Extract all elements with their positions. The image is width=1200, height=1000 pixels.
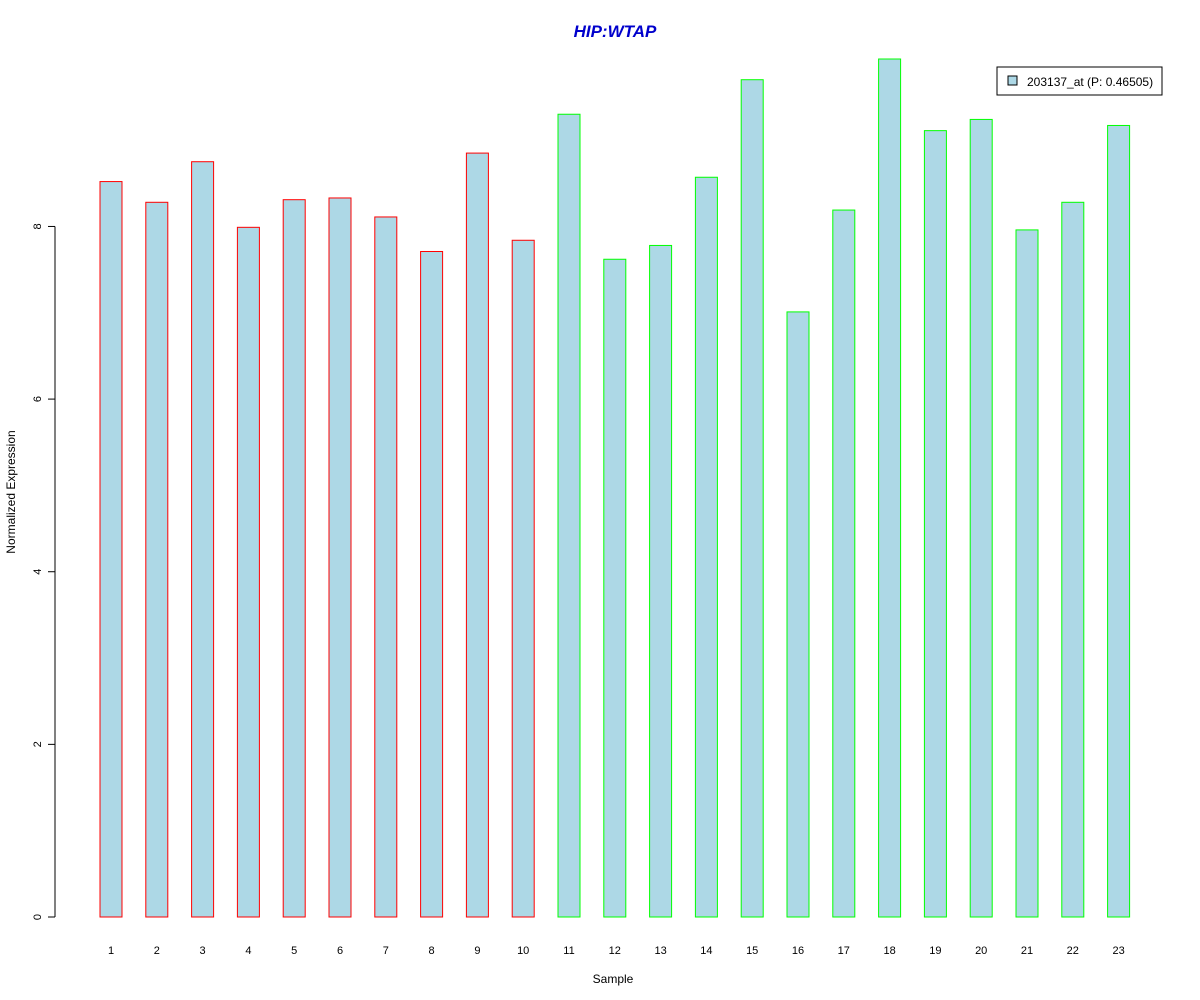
bar-sample-7 bbox=[374, 216, 398, 918]
y-tick-label: 2 bbox=[32, 741, 44, 747]
legend-box bbox=[996, 66, 1163, 96]
x-tick-label: 1 bbox=[108, 945, 114, 957]
bar-sample-8 bbox=[420, 250, 444, 918]
bars-group bbox=[99, 58, 1131, 918]
x-tick-label: 7 bbox=[383, 945, 389, 957]
x-tick-label: 4 bbox=[245, 945, 251, 957]
y-tick-label: 0 bbox=[32, 914, 44, 920]
bar-sample-5 bbox=[282, 199, 306, 918]
x-tick-label: 10 bbox=[517, 945, 529, 957]
chart-title: HIP:WTAP bbox=[574, 22, 657, 41]
bar-sample-6 bbox=[328, 197, 352, 918]
x-tick-label: 23 bbox=[1112, 945, 1124, 957]
x-tick-label: 5 bbox=[291, 945, 297, 957]
legend-label: 203137_at (P: 0.46505) bbox=[1027, 75, 1153, 89]
bar-sample-9 bbox=[465, 152, 489, 918]
y-tick-label: 4 bbox=[32, 569, 44, 575]
x-tick-label: 6 bbox=[337, 945, 343, 957]
x-tick-label: 3 bbox=[200, 945, 206, 957]
bar-sample-2 bbox=[145, 201, 169, 918]
legend-swatch bbox=[1007, 75, 1018, 86]
x-tick-label: 18 bbox=[883, 945, 895, 957]
x-tick-label: 19 bbox=[929, 945, 941, 957]
bar-sample-13 bbox=[649, 244, 673, 918]
bar-sample-11 bbox=[557, 113, 581, 918]
x-tick-label: 8 bbox=[429, 945, 435, 957]
x-tick-label: 9 bbox=[474, 945, 480, 957]
bar-sample-23 bbox=[1107, 124, 1131, 918]
x-tick-label: 11 bbox=[563, 945, 574, 957]
bar-sample-10 bbox=[511, 239, 535, 918]
bar-sample-18 bbox=[878, 58, 902, 918]
x-tick-label: 20 bbox=[975, 945, 987, 957]
bar-sample-22 bbox=[1061, 201, 1085, 918]
x-tick-label: 16 bbox=[792, 945, 804, 957]
x-tick-label: 21 bbox=[1021, 945, 1033, 957]
x-tick-label: 13 bbox=[654, 945, 666, 957]
bar-sample-15 bbox=[740, 79, 764, 918]
x-tick-label: 14 bbox=[700, 945, 712, 957]
x-tick-label: 2 bbox=[154, 945, 160, 957]
x-tick-label: 12 bbox=[609, 945, 621, 957]
x-tick-label: 17 bbox=[838, 945, 850, 957]
bar-sample-21 bbox=[1015, 229, 1039, 918]
x-tick-labels: 1 2 3 4 5 6 7 8 9 10 11 12 13 14 15 16 17 18 19 20 21 22 23 bbox=[108, 945, 1125, 957]
bar-sample-1 bbox=[99, 181, 123, 918]
bar-sample-3 bbox=[191, 161, 215, 918]
bar-sample-14 bbox=[694, 176, 718, 918]
y-tick-label: 6 bbox=[32, 396, 44, 402]
bar-sample-20 bbox=[969, 118, 993, 918]
y-tick-label: 8 bbox=[32, 223, 44, 229]
bar-sample-19 bbox=[923, 130, 947, 918]
bar-sample-16 bbox=[786, 311, 810, 918]
bar-sample-4 bbox=[236, 226, 260, 918]
bar-sample-17 bbox=[832, 209, 856, 918]
x-axis-label: Sample bbox=[593, 972, 634, 986]
bar-sample-12 bbox=[603, 258, 627, 918]
x-tick-label: 22 bbox=[1067, 945, 1079, 957]
x-tick-label: 15 bbox=[746, 945, 758, 957]
legend: 203137_at (P: 0.46505) bbox=[996, 66, 1163, 96]
y-axis-label: Normalized Expression bbox=[4, 430, 18, 553]
y-axis: 0 2 4 6 8 bbox=[32, 223, 56, 920]
